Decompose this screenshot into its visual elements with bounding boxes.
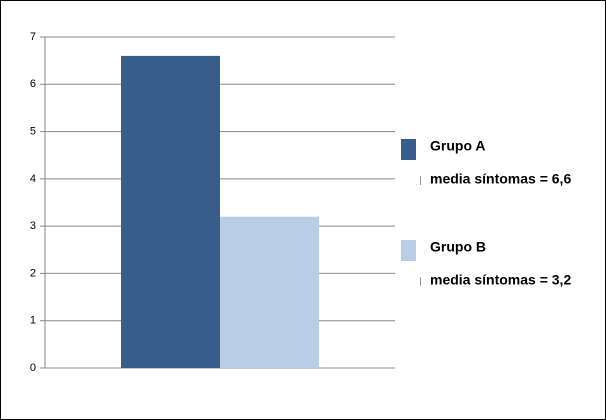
y-tick-label: 4: [30, 173, 36, 185]
y-tick-label: 6: [30, 78, 36, 90]
y-tick-label: 7: [30, 31, 36, 43]
legend-label: Grupo A: [430, 138, 485, 154]
legend-swatch: [401, 240, 416, 261]
y-tick-label: 1: [30, 315, 36, 327]
legend-value-label: media síntomas = 3,2: [430, 272, 571, 288]
legend-label: Grupo B: [430, 239, 486, 255]
y-tick-label: 2: [30, 267, 36, 279]
y-tick-label: 3: [30, 220, 36, 232]
y-tick-label: 5: [30, 125, 36, 137]
bar: [220, 216, 319, 368]
legend-swatch: [401, 139, 416, 160]
y-tick-label: 0: [30, 362, 36, 374]
bar: [121, 55, 220, 369]
legend-value-label: media síntomas = 6,6: [430, 171, 571, 187]
